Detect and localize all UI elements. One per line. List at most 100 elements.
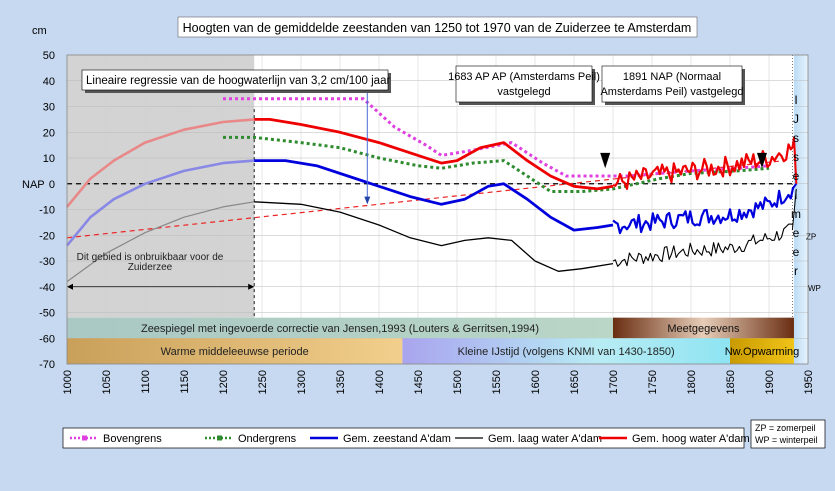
x-tick-label: 1200 bbox=[218, 370, 230, 394]
legend-label: Gem. hoog water A'dam bbox=[632, 433, 750, 445]
chart-title: Hoogten van de gemiddelde zeestanden van… bbox=[183, 21, 692, 35]
y-tick-label: -60 bbox=[39, 333, 55, 345]
plot-frame bbox=[66, 54, 809, 365]
series-hoog bbox=[254, 118, 614, 191]
meet-band-label: Meetgegevens bbox=[667, 323, 740, 335]
ijsselmeer-letter: m bbox=[791, 207, 801, 221]
nap-marker bbox=[756, 152, 767, 169]
nw-band bbox=[730, 338, 794, 364]
legend-label: Ondergrens bbox=[238, 433, 297, 445]
unusable-area bbox=[67, 55, 255, 318]
x-tick-label: 1650 bbox=[569, 370, 581, 394]
unusable-arrow-right bbox=[248, 283, 255, 290]
nap-label-line1: 1891 NAP (Normaal bbox=[623, 71, 721, 83]
ijsselmeer-letter: l bbox=[795, 188, 798, 202]
series-laag-extrapolated bbox=[66, 201, 255, 283]
ap-box bbox=[455, 65, 593, 103]
ijsselmeer-letter: J bbox=[793, 112, 799, 126]
series-laag-measured bbox=[612, 223, 794, 267]
regression-box bbox=[81, 69, 389, 91]
nap-label-line2: Amsterdams Peil) vastgelegd bbox=[600, 86, 743, 98]
y-tick-label: -70 bbox=[39, 359, 55, 371]
nap-box bbox=[601, 65, 743, 103]
peil-legend-label: WP = winterpeil bbox=[755, 435, 818, 445]
peil-legend-box bbox=[750, 419, 826, 449]
ap-label-line2: vastgelegd bbox=[497, 86, 550, 98]
series-ondergrens bbox=[223, 135, 770, 193]
y-tick-label: 30 bbox=[43, 102, 55, 114]
x-tick-label: 1850 bbox=[725, 370, 737, 394]
legend-swatch-marker bbox=[217, 435, 222, 441]
x-tick-label: 1600 bbox=[530, 370, 542, 394]
series-laag bbox=[254, 201, 614, 272]
legend-box bbox=[62, 427, 745, 449]
y-tick-label: 0 bbox=[49, 179, 55, 191]
warm-band bbox=[67, 338, 403, 364]
x-tick-label: 1950 bbox=[803, 370, 815, 394]
unusable-label-line2: Zuiderzee bbox=[128, 262, 173, 273]
y-tick-label: -40 bbox=[39, 282, 55, 294]
series-zee bbox=[254, 159, 614, 232]
series-zee-measured bbox=[612, 186, 795, 235]
x-tick-label: 1450 bbox=[413, 370, 425, 394]
warm-band-label: Warme middeleeuwse periode bbox=[161, 346, 309, 358]
y-axis-label: cm bbox=[32, 25, 47, 37]
ice-band-label: Kleine IJstijd (volgens KNMI van 1430-18… bbox=[458, 346, 675, 358]
regression-label: Lineaire regressie van de hoogwaterlijn … bbox=[86, 75, 390, 87]
ijsselmeer-letter: r bbox=[794, 264, 798, 278]
series-laag-end bbox=[791, 188, 797, 231]
x-tick-label: 1150 bbox=[179, 370, 191, 394]
x-tick-label: 1550 bbox=[491, 370, 503, 394]
x-tick-label: 1800 bbox=[686, 370, 698, 394]
x-tick-label: 1900 bbox=[764, 370, 776, 394]
unusable-arrow-left bbox=[67, 283, 73, 290]
series-zee-end bbox=[791, 183, 798, 190]
y-tick-label: 20 bbox=[43, 127, 55, 139]
x-tick-label: 1750 bbox=[647, 370, 659, 394]
x-tick-label: 1700 bbox=[608, 370, 620, 394]
ap-label-line1: 1683 AP AP (Amsterdams Peil) bbox=[448, 71, 600, 83]
x-tick-label: 1500 bbox=[452, 370, 464, 394]
wp-label: WP bbox=[808, 284, 821, 293]
ijsselmeer-letter: s bbox=[793, 131, 799, 145]
regression-arrow-head bbox=[364, 196, 371, 205]
nw-band-label: Nw.Opwarming bbox=[725, 346, 800, 358]
y-tick-label: -20 bbox=[39, 230, 55, 242]
ijsselmeer-letter: s bbox=[793, 150, 799, 164]
zp-label: ZP bbox=[806, 232, 816, 241]
peil-legend-label: ZP = zomerpeil bbox=[755, 423, 816, 433]
nap-axis-label: NAP bbox=[22, 179, 45, 191]
ijsselmeer-letter: e bbox=[793, 245, 800, 259]
x-tick-label: 1000 bbox=[62, 370, 74, 394]
legend-label: Gem. zeestand A'dam bbox=[343, 433, 451, 445]
ijsselmeer-letter: e bbox=[793, 226, 800, 240]
x-tick-label: 1100 bbox=[140, 370, 152, 394]
legend-label: Bovengrens bbox=[103, 433, 162, 445]
ice-band bbox=[402, 338, 730, 364]
x-tick-label: 1300 bbox=[296, 370, 308, 394]
jensen-band bbox=[67, 317, 613, 339]
y-tick-label: 40 bbox=[43, 76, 55, 88]
series-hoog-end bbox=[791, 136, 798, 184]
ijsselmeer-letter: e bbox=[793, 169, 800, 183]
series-zee-extrapolated bbox=[65, 159, 255, 247]
ap-marker bbox=[600, 152, 611, 169]
y-tick-label: -30 bbox=[39, 256, 55, 268]
legend-label: Gem. laag water A'dam bbox=[488, 433, 602, 445]
ijsselmeer-letter: I bbox=[794, 93, 797, 107]
title-box bbox=[177, 16, 698, 38]
unusable-label-line1: Dit gebied is onbruikbaar voor de bbox=[77, 252, 224, 263]
meet-band bbox=[613, 317, 794, 339]
series-hoog-measured bbox=[612, 143, 795, 190]
x-tick-label: 1250 bbox=[257, 370, 269, 394]
jensen-band-label: Zeespiegel met ingevoerde correctie van … bbox=[141, 323, 539, 335]
y-tick-label: -50 bbox=[39, 308, 55, 320]
y-tick-label: 50 bbox=[43, 50, 55, 62]
y-tick-label: -10 bbox=[39, 205, 55, 217]
x-tick-label: 1050 bbox=[101, 370, 113, 394]
y-tick-label: 10 bbox=[43, 153, 55, 165]
series-hoog-extrapolated bbox=[65, 118, 255, 208]
x-tick-label: 1400 bbox=[374, 370, 386, 394]
